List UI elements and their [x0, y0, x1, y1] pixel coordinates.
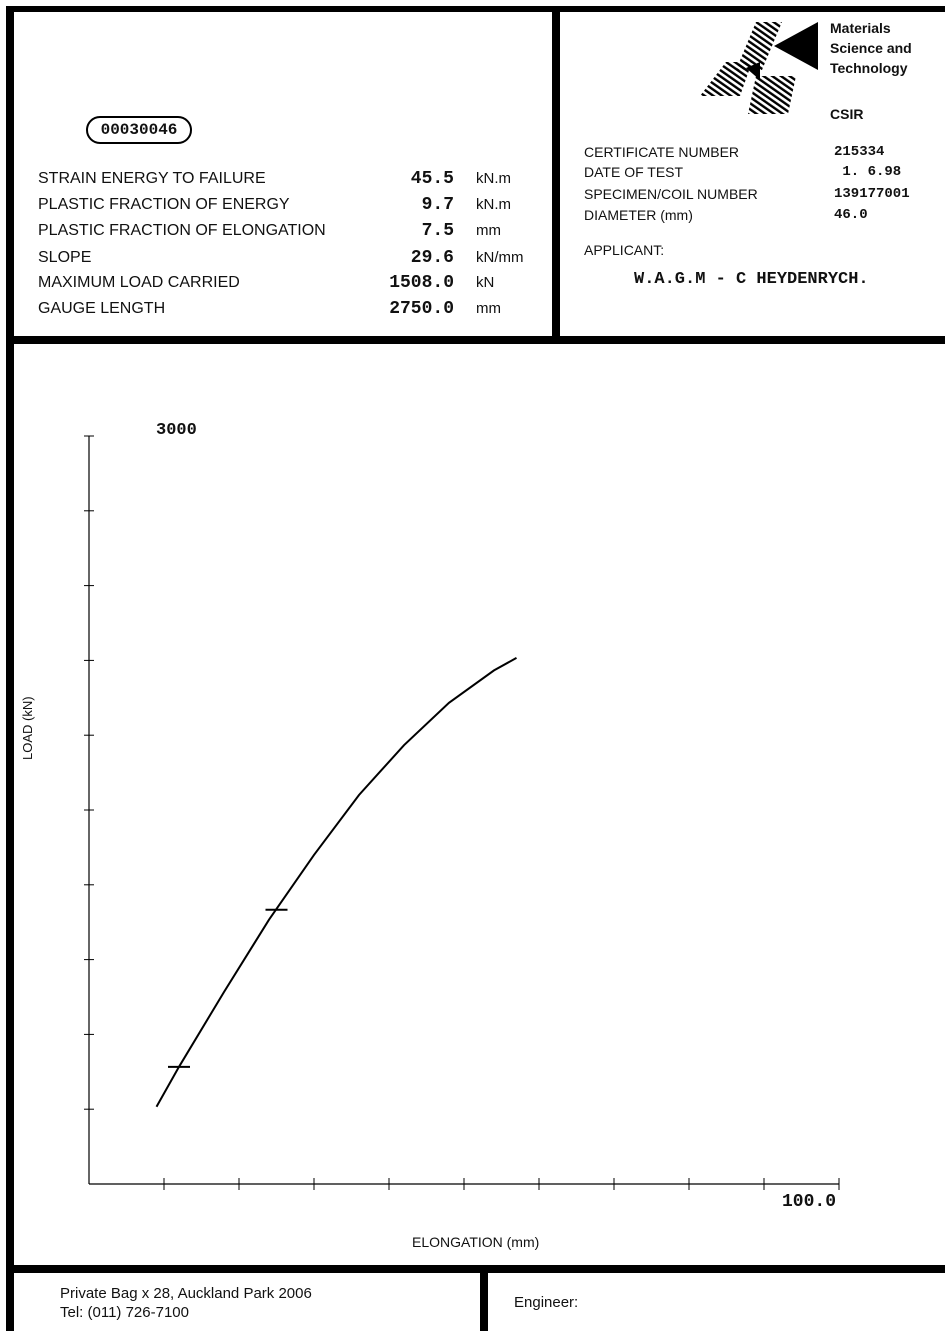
header-bottom-border: [6, 336, 945, 344]
applicant-value: W.A.G.M - C HEYDENRYCH.: [634, 270, 869, 289]
frame-top-border: [6, 6, 945, 12]
applicant-label: APPLICANT:: [584, 242, 665, 258]
footer-phone: Tel: (011) 726-7100: [60, 1304, 189, 1321]
organization-name-line1: Materials: [830, 20, 891, 36]
csir-logo-icon: [700, 22, 818, 114]
header-divider-vertical: [552, 12, 560, 338]
load-curve-line: [155, 657, 517, 1108]
property-row: MAXIMUM LOAD CARRIED 1508.0 kN: [38, 273, 538, 296]
certificate-label: SPECIMEN/COIL NUMBER: [584, 186, 758, 202]
footer-address: Private Bag x 28, Auckland Park 2006 Tel…: [60, 1284, 312, 1322]
certificate-row: CERTIFICATE NUMBER 215334: [584, 144, 934, 164]
property-value: 9.7: [421, 195, 454, 215]
property-value: 7.5: [421, 221, 454, 241]
property-unit: mm: [476, 222, 501, 239]
property-unit: mm: [476, 300, 501, 317]
footer-address-line1: Private Bag x 28, Auckland Park 2006: [60, 1285, 312, 1302]
property-label: PLASTIC FRACTION OF ENERGY: [38, 196, 290, 213]
property-row: PLASTIC FRACTION OF ELONGATION 7.5 mm: [38, 221, 538, 244]
x-axis-max-label: 100.0: [782, 1192, 837, 1212]
certificate-label: DATE OF TEST: [584, 164, 684, 180]
certificate-value: 139177001: [834, 186, 910, 202]
property-row: GAUGE LENGTH 2750.0 mm: [38, 299, 538, 322]
property-label: MAXIMUM LOAD CARRIED: [38, 274, 240, 291]
property-label: GAUGE LENGTH: [38, 300, 166, 317]
property-unit: kN/mm: [476, 249, 524, 266]
property-label: PLASTIC FRACTION OF ELONGATION: [38, 222, 326, 239]
certificate-row: DIAMETER (mm) 46.0: [584, 207, 934, 227]
property-row: SLOPE 29.6 kN/mm: [38, 248, 538, 271]
property-label: SLOPE: [38, 249, 92, 266]
property-value: 1508.0: [389, 273, 454, 293]
property-value: 29.6: [410, 248, 454, 268]
organization-name: Materials Science and Technology: [830, 18, 912, 78]
certificate-label: DIAMETER (mm): [584, 207, 693, 223]
certificate-value: 1. 6.98: [834, 164, 902, 180]
x-axis-title: ELONGATION (mm): [412, 1234, 540, 1250]
property-value: 45.5: [410, 169, 454, 189]
certificate-row: SPECIMEN/COIL NUMBER 139177001: [584, 186, 934, 206]
certificate-label: CERTIFICATE NUMBER: [584, 144, 740, 160]
y-axis-max-label: 3000: [156, 421, 197, 440]
property-value: 2750.0: [389, 299, 454, 319]
property-row: STRAIN ENERGY TO FAILURE 45.5 kN.m: [38, 169, 538, 192]
footer-divider-vertical: [480, 1265, 488, 1331]
certificate-row: DATE OF TEST 1. 6.98: [584, 164, 934, 184]
frame-left-border: [6, 6, 14, 1331]
certificate-value: 215334: [834, 144, 885, 160]
organization-parent: CSIR: [830, 106, 864, 122]
reference-number-badge: 00030046: [86, 116, 192, 144]
certificate-value: 46.0: [834, 207, 868, 223]
property-row: PLASTIC FRACTION OF ENERGY 9.7 kN.m: [38, 195, 538, 218]
engineer-label: Engineer:: [514, 1294, 579, 1311]
property-unit: kN.m: [476, 170, 511, 187]
property-unit: kN.m: [476, 196, 511, 213]
organization-name-line3: Technology: [830, 60, 908, 76]
organization-name-line2: Science and: [830, 40, 912, 56]
footer-top-border: [6, 1265, 945, 1273]
property-label: STRAIN ENERGY TO FAILURE: [38, 170, 266, 187]
property-unit: kN: [476, 274, 495, 291]
